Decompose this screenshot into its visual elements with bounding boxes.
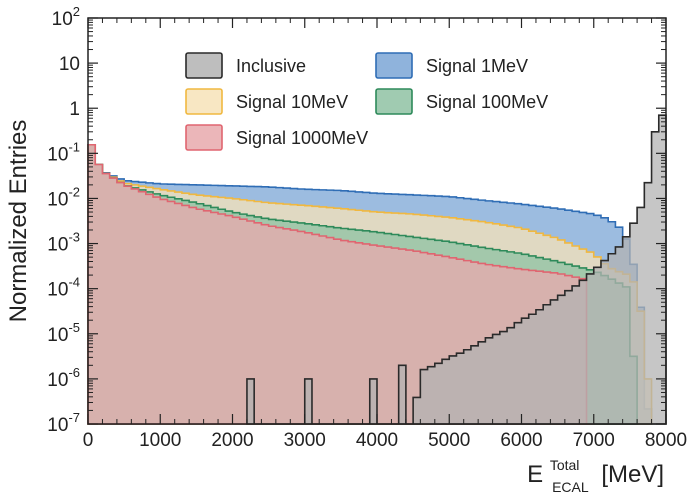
series-layer (87, 114, 667, 425)
legend-swatch (375, 88, 413, 115)
y-tick-labels: 10-7 10-6 10-5 10-4 10-3 10-2 10-1 1 10 102 (47, 4, 80, 436)
legend-item-sig100: Signal 100MeV (375, 88, 548, 115)
y-tick-label: 10-5 (47, 320, 80, 346)
x-axis-label: E Total ECAL [MeV] (527, 449, 664, 498)
x-tick-label: 2000 (211, 430, 253, 451)
x-tick-label: 5000 (428, 430, 470, 451)
y-axis-label: Normalized Entries (5, 120, 32, 323)
y-tick-label: 10-6 (47, 365, 80, 391)
legend-swatch (185, 124, 223, 151)
y-tick-label: 10-4 (47, 275, 80, 301)
legend-label: Signal 100MeV (426, 92, 548, 112)
x-axis-label-subscript: ECAL (552, 479, 589, 495)
y-tick-label: 10-7 (47, 410, 80, 436)
legend-swatch (185, 88, 223, 115)
legend-swatch (375, 52, 413, 79)
legend-swatch (185, 52, 223, 79)
y-tick-label: 102 (52, 4, 80, 30)
y-tick-label: 1 (69, 99, 80, 120)
x-tick-labels: 0 1000 2000 3000 4000 5000 6000 7000 8000 (83, 430, 687, 451)
legend-item-sig10: Signal 10MeV (185, 88, 348, 115)
x-axis-label-base: E (527, 461, 543, 488)
x-tick-label: 8000 (645, 430, 687, 451)
y-tick-label: 10-3 (47, 230, 80, 256)
x-tick-label: 3000 (284, 430, 326, 451)
x-axis-label-unit: [MeV] (601, 461, 664, 488)
y-tick-label: 10-1 (47, 139, 80, 165)
legend-label: Signal 10MeV (236, 92, 348, 112)
legend-item-sig1000: Signal 1000MeV (185, 124, 368, 151)
legend-label: Signal 1MeV (426, 56, 528, 76)
x-tick-label: 7000 (573, 430, 615, 451)
legend-label: Signal 1000MeV (236, 128, 368, 148)
legend-label: Inclusive (236, 56, 306, 76)
x-axis-label-superscript: Total (550, 457, 580, 473)
x-tick-label: 1000 (139, 430, 181, 451)
x-tick-label: 0 (83, 430, 94, 451)
legend-item-inclusive: Inclusive (185, 52, 306, 79)
y-tick-label: 10 (59, 54, 80, 75)
tick-marks (87, 17, 667, 425)
x-tick-label: 6000 (500, 430, 542, 451)
y-tick-label: 10-2 (47, 184, 80, 210)
x-tick-label: 4000 (356, 430, 398, 451)
legend: Inclusive Signal 1MeV Signal 10MeV Signal 1… (185, 52, 548, 151)
legend-item-sig1: Signal 1MeV (375, 52, 528, 79)
